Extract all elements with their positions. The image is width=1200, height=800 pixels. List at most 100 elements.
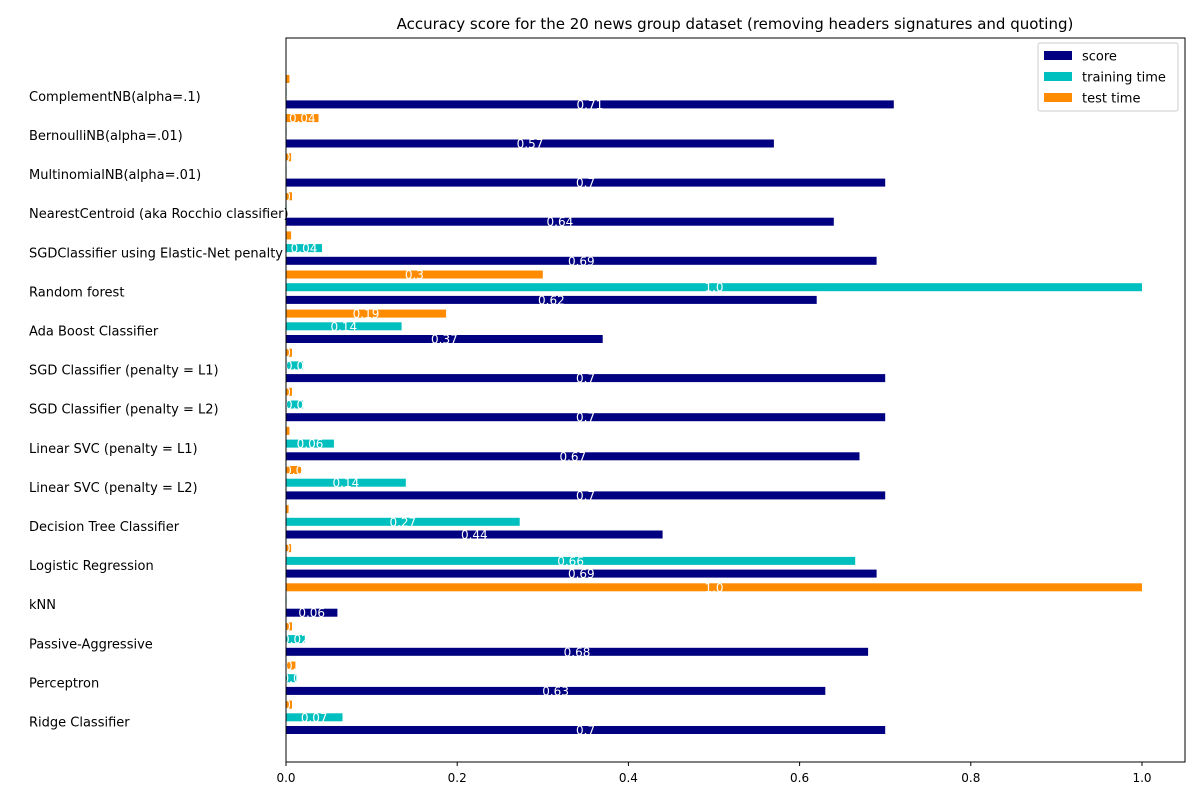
category-label: SGD Classifier (penalty = L1) — [29, 364, 219, 379]
category-label: Logistic Regression — [29, 559, 154, 574]
bar-training-time — [286, 400, 304, 409]
value-label: 0.68 — [564, 645, 591, 659]
value-labels: 0.70.070.0.630.00.0.680.020.0.061.00.690… — [282, 98, 724, 738]
bar-test-time — [286, 309, 447, 318]
bar-score — [286, 726, 886, 734]
value-label: 0. — [285, 659, 296, 673]
bar-test-time — [286, 466, 302, 474]
value-label: 0.27 — [389, 515, 416, 529]
category-label: kNN — [29, 598, 56, 613]
value-label: 0.0 — [285, 398, 304, 412]
bar-score — [286, 295, 817, 304]
bar-test-time — [286, 505, 289, 514]
value-label: 0.0 — [284, 464, 303, 478]
bar-training-time — [286, 517, 520, 526]
bar-test-time — [286, 426, 290, 435]
value-label: 0.67 — [559, 450, 586, 464]
category-label: SGD Classifier (penalty = L2) — [29, 403, 219, 418]
value-label: 0.19 — [353, 307, 380, 321]
x-tick-label: 0.0 — [276, 771, 295, 785]
category-label: BernoulliNB(alpha=.01) — [29, 129, 183, 144]
value-label: 0. — [283, 346, 294, 360]
bar-test-time — [286, 114, 319, 123]
legend-label: training time — [1082, 71, 1166, 86]
bar-training-time — [286, 244, 322, 253]
value-label: 0.06 — [298, 606, 325, 620]
value-label: 0.37 — [431, 333, 458, 347]
value-label: 0.71 — [577, 98, 604, 112]
value-label: 0. — [283, 190, 294, 204]
bar-test-time — [286, 75, 290, 83]
value-label: 0.63 — [542, 684, 569, 698]
bar-score — [286, 491, 886, 500]
bar-score — [286, 413, 886, 422]
value-label: 0.57 — [517, 137, 544, 151]
bar-score — [286, 335, 603, 343]
category-label: SGDClassifier using Elastic-Net penalty — [29, 246, 283, 261]
x-axis-ticks: 0.0 0.2 0.4 0.6 0.8 1.0 — [276, 762, 1152, 785]
value-label: 0.7 — [576, 372, 595, 386]
x-tick-label: 0.8 — [961, 771, 980, 785]
value-label: 1.0 — [704, 281, 723, 295]
bar-score — [286, 139, 774, 148]
value-label: 0. — [283, 542, 294, 556]
x-tick-label: 0.6 — [790, 771, 809, 785]
bar-test-time — [286, 270, 543, 279]
legend-label: test time — [1082, 92, 1140, 107]
x-tick-label: 0.4 — [619, 771, 638, 785]
value-label: 0.7 — [576, 411, 595, 425]
bar-score — [286, 100, 894, 109]
category-labels: Ridge Classifier Perceptron Passive-Aggres… — [29, 90, 289, 731]
value-label: 0. — [283, 698, 294, 712]
bar-test-time — [286, 544, 292, 553]
legend-swatch — [1044, 72, 1072, 81]
bar-score — [286, 647, 869, 656]
value-label: 0.04 — [289, 112, 316, 126]
bar-score — [286, 256, 877, 265]
value-label: 0.66 — [557, 554, 584, 568]
bar-training-time — [286, 439, 334, 448]
bar-score — [286, 452, 860, 461]
value-label: 0.7 — [576, 724, 595, 738]
value-label: 1.0 — [704, 581, 723, 595]
axes-layer — [285, 37, 1186, 763]
category-label: Linear SVC (penalty = L1) — [29, 442, 198, 457]
bar-test-time — [286, 700, 292, 709]
bar-training-time — [286, 713, 343, 722]
bar-score — [286, 217, 834, 226]
category-label: Ada Boost Classifier — [29, 325, 159, 340]
value-label: 0.69 — [568, 254, 595, 268]
bar-score — [286, 530, 663, 539]
bar-training-time — [286, 674, 297, 683]
category-label: Decision Tree Classifier — [29, 520, 180, 535]
bar-score — [286, 686, 826, 695]
legend: score training time test time — [1037, 42, 1179, 112]
bar-training-time — [286, 361, 304, 370]
x-tick-label: 1.0 — [1132, 771, 1151, 785]
category-label: Random forest — [29, 285, 124, 300]
value-label: 0.14 — [333, 476, 360, 490]
legend-swatch — [1044, 51, 1072, 60]
bar-training-time — [286, 283, 1142, 292]
bar-score — [286, 569, 877, 578]
value-label: 0.44 — [461, 528, 488, 542]
category-label: ComplementNB(alpha=.1) — [29, 90, 201, 105]
category-label: MultinomialNB(alpha=.01) — [29, 168, 201, 183]
value-label: 0.69 — [568, 567, 595, 581]
value-label: 0. — [283, 385, 294, 399]
bar-training-time — [286, 556, 856, 565]
chart-title: Accuracy score for the 20 news group dat… — [397, 15, 1074, 33]
bar-score — [286, 178, 886, 187]
category-label: Ridge Classifier — [29, 716, 130, 731]
bars-layer — [286, 75, 1142, 734]
value-label: 0.14 — [330, 320, 357, 334]
bar-test-time — [286, 583, 1142, 592]
category-label: Perceptron — [29, 676, 99, 691]
bar-training-time — [286, 322, 402, 331]
category-label: Linear SVC (penalty = L2) — [29, 481, 198, 496]
value-label: 0.02 — [282, 633, 309, 647]
bar-test-time — [286, 192, 292, 201]
x-tick-label: 0.2 — [448, 771, 467, 785]
value-label: 0. — [283, 151, 294, 165]
